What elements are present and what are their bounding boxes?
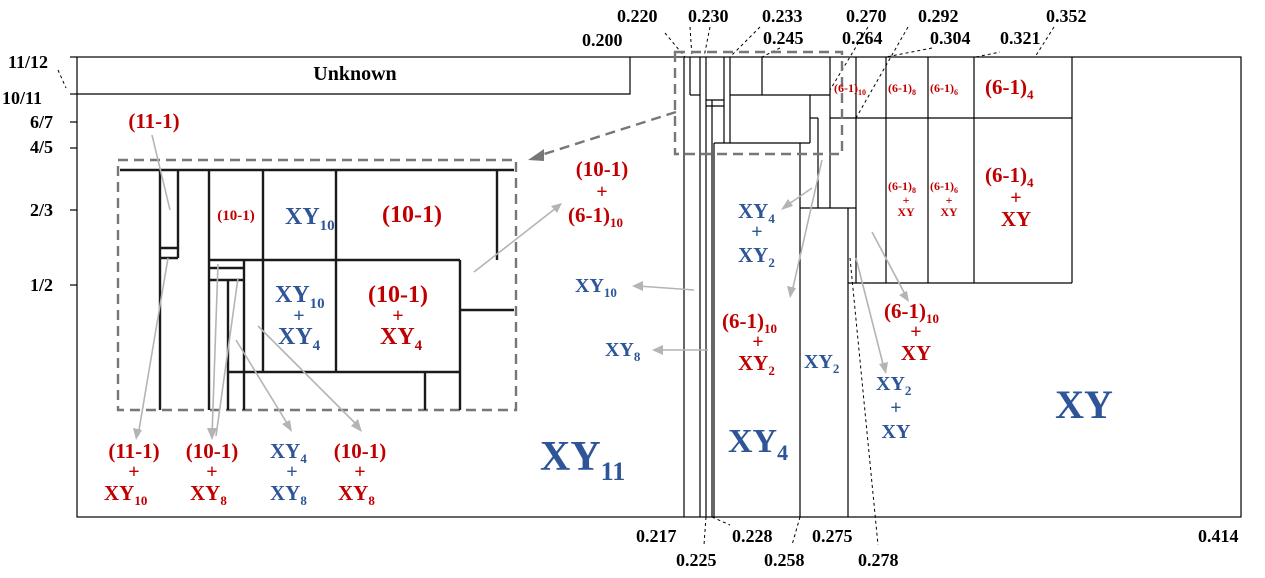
- label-xy-blue: XY: [882, 421, 911, 443]
- inset-xy10-plus-xy4-xy10: XY10: [275, 282, 325, 312]
- label-xy-6-8: XY: [897, 205, 915, 219]
- label-xy-6-6: XY: [940, 205, 958, 219]
- y-tick-label: 11/12: [8, 52, 48, 72]
- label-10-1-main: (10-1): [576, 157, 628, 181]
- arrows: [133, 134, 909, 440]
- main-frame: [76, 56, 1242, 518]
- top-tick-label: 0.220: [617, 6, 658, 26]
- label-xy4-big: XY4: [728, 423, 788, 465]
- label-6-1-4-top: (6-1)4: [985, 75, 1034, 102]
- label-6-1-10-top: (6-1)10: [834, 81, 866, 97]
- inset-10-1-xy4-top: (10-1): [368, 282, 428, 308]
- y-tick-label: 4/5: [30, 137, 53, 157]
- bottom-tick-label: 0.228: [732, 526, 773, 546]
- top-axis: 0.200 0.220 0.230 0.233 0.245 0.270 0.26…: [582, 6, 1087, 50]
- y-tick-label: 6/7: [30, 112, 53, 132]
- label-xy2-mid: XY2: [804, 351, 839, 376]
- label-6-1-8-top: (6-1)8: [888, 81, 916, 97]
- label-xy10-b: XY10: [104, 481, 147, 508]
- y-axis: 11/12 10/11 6/7 4/5 2/3 1/2: [2, 52, 77, 295]
- label-plus-right: +: [910, 321, 921, 343]
- y-tick-label: 2/3: [30, 200, 53, 220]
- label-plus-6-4: +: [1010, 187, 1021, 209]
- top-tick-label: 0.304: [930, 28, 971, 48]
- zoom-indicator: [528, 50, 844, 161]
- inset-xy4-red: XY4: [380, 324, 423, 354]
- top-tick-label: 0.230: [688, 6, 729, 26]
- label-6-1-10: (6-1)10: [568, 203, 623, 230]
- bottom-tick-label: 0.278: [858, 550, 899, 570]
- label-6-1-8-mid: (6-1)8: [888, 179, 916, 195]
- label-plus-b4: +: [354, 461, 365, 483]
- label-plus-1: +: [596, 181, 607, 203]
- top-tick-label: 0.233: [762, 6, 803, 26]
- label-plus-3: +: [752, 331, 763, 353]
- label-plus-b1: +: [128, 461, 139, 483]
- label-xy2-red: XY2: [738, 351, 775, 378]
- inset-10-1-small: (10-1): [217, 208, 255, 224]
- unknown-region: Unknown: [77, 57, 631, 95]
- label-plus-6-6: +: [946, 193, 953, 207]
- label-xy2-lower: XY2: [738, 243, 775, 270]
- label-6-1-6-mid: (6-1)6: [930, 179, 958, 195]
- label-11-1-bottom: (11-1): [108, 439, 159, 463]
- label-xy4-upper: XY4: [738, 199, 775, 226]
- y-tick-label: 10/11: [2, 88, 42, 108]
- label-6-1-10-right: (6-1)10: [884, 299, 939, 326]
- inset: (10-1) XY10 (10-1) XY10 + XY4 (10-1) + X…: [116, 158, 518, 412]
- label-6-1-4-mid: (6-1)4: [985, 163, 1034, 190]
- label-plus-6-8: +: [903, 193, 910, 207]
- inset-xy4: XY4: [278, 324, 321, 354]
- top-tick-label: 0.352: [1046, 6, 1087, 26]
- inset-10-1-big: (10-1): [382, 202, 442, 228]
- label-10-1-b4: (10-1): [334, 439, 386, 463]
- inset-plus: +: [293, 305, 304, 327]
- label-11-1-top: (11-1): [128, 109, 179, 133]
- bottom-axis: 0.217 0.225 0.228 0.258 0.275 0.278 0.41…: [636, 257, 1239, 570]
- label-plus-b2: +: [206, 461, 217, 483]
- bottom-tick-label: 0.225: [676, 550, 717, 570]
- top-tick-label: 0.321: [1000, 28, 1041, 48]
- bottom-tick-label: 0.217: [636, 526, 677, 546]
- label-plus-2: +: [751, 221, 762, 243]
- bottom-tick-label: 0.258: [764, 550, 805, 570]
- inset-plus-red: +: [392, 305, 403, 327]
- top-tick-label: 0.270: [846, 6, 887, 26]
- phase-boundaries: [683, 57, 1073, 517]
- label-xy8-ext: XY8: [605, 339, 641, 364]
- label-xy10-ext: XY10: [575, 275, 617, 300]
- label-6-1-6-top: (6-1)6: [930, 81, 958, 97]
- inset-xy10: XY10: [285, 204, 335, 234]
- label-xy-6-4: XY: [1001, 207, 1031, 231]
- top-tick-label: 0.292: [918, 6, 959, 26]
- label-plus-b3: +: [286, 461, 297, 483]
- label-xy-big: XY: [1055, 382, 1113, 427]
- label-xy4-b3: XY4: [270, 439, 307, 466]
- label-xy2-blue: XY2: [876, 373, 911, 398]
- bottom-tick-label: 0.275: [812, 526, 853, 546]
- phase-labels: (11-1) (10-1) + (6-1)10 XY10 XY8 XY11 XY…: [104, 75, 1113, 508]
- top-tick-label: 0.200: [582, 30, 623, 50]
- label-xy8-b2: XY8: [190, 481, 227, 508]
- y-tick-label: 1/2: [30, 275, 53, 295]
- label-xy-right: XY: [901, 341, 931, 365]
- top-tick-label: 0.245: [763, 28, 804, 48]
- bottom-tick-label: 0.414: [1198, 526, 1239, 546]
- label-10-1-b: (10-1): [186, 439, 238, 463]
- label-xy8-b3: XY8: [270, 481, 307, 508]
- label-xy11: XY11: [540, 434, 625, 486]
- label-xy8-b4: XY8: [338, 481, 375, 508]
- label-plus-blue: +: [890, 397, 901, 419]
- top-tick-label: 0.264: [842, 28, 883, 48]
- label-6-1-10-b: (6-1)10: [722, 309, 777, 336]
- unknown-label: Unknown: [313, 63, 396, 85]
